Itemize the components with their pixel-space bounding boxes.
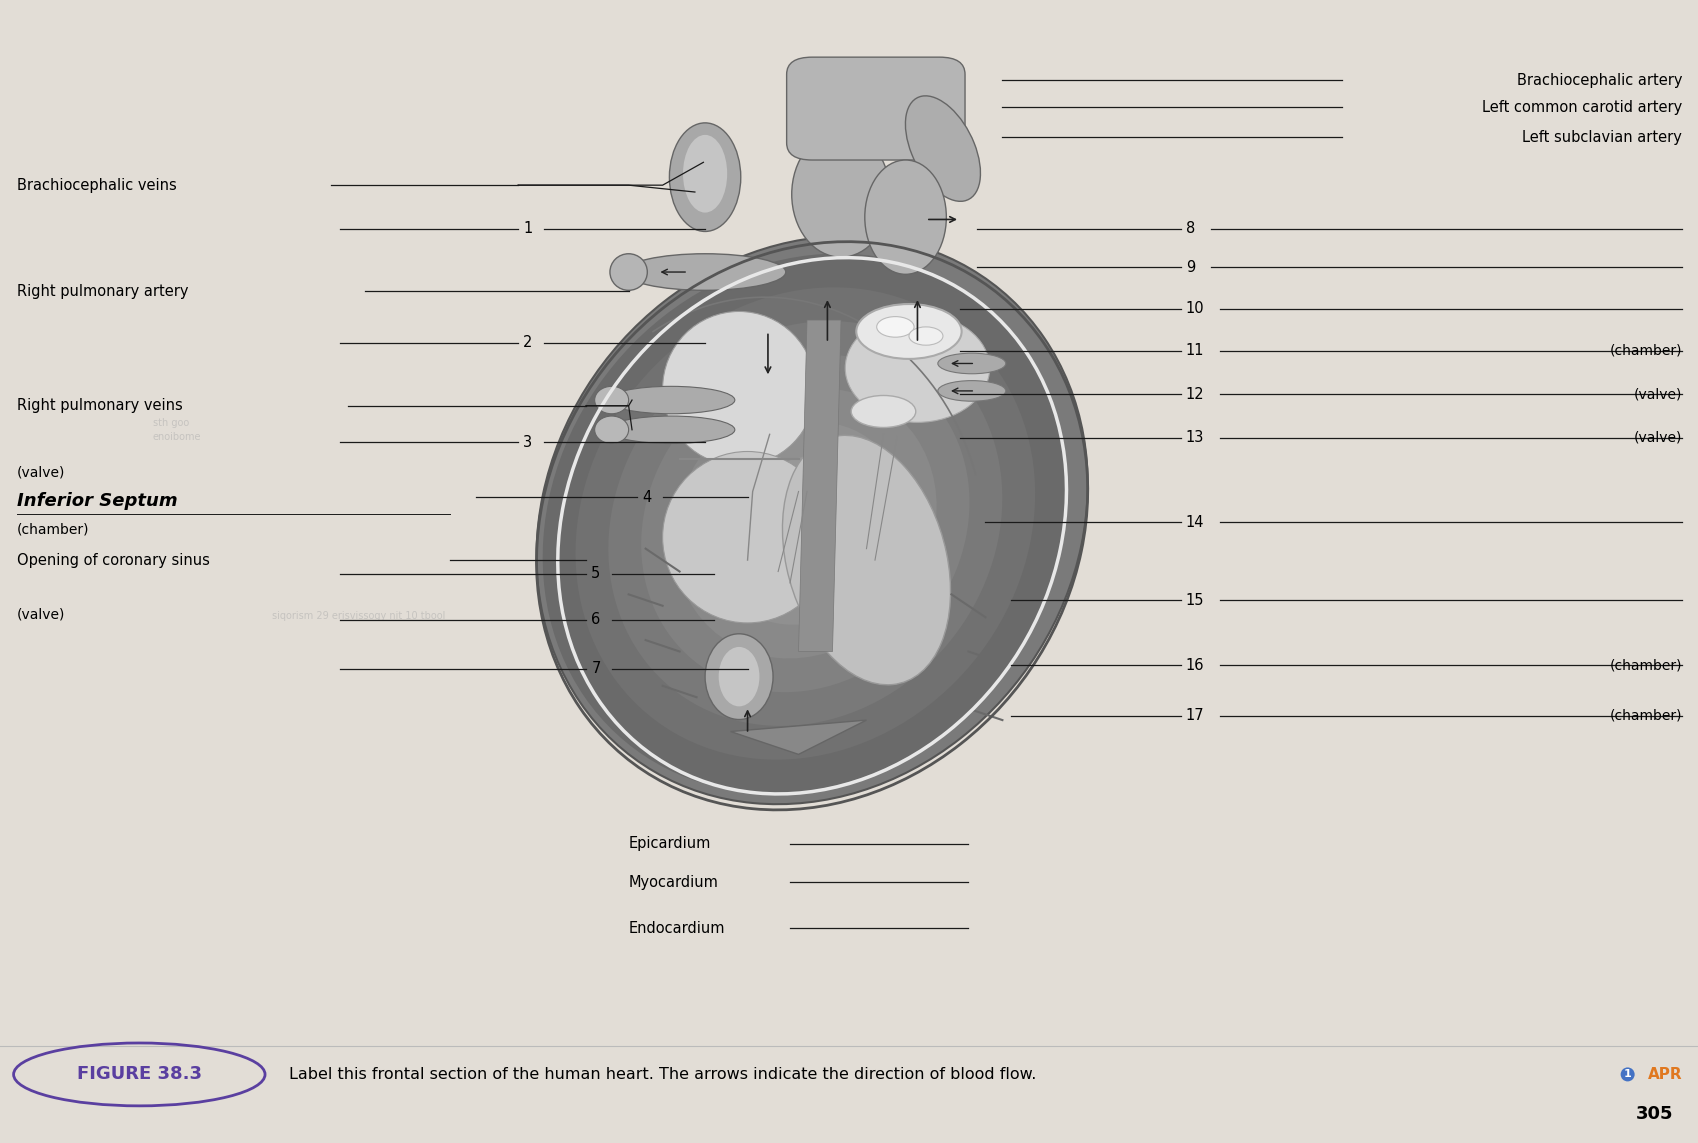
- Text: (valve): (valve): [1633, 431, 1681, 445]
- Ellipse shape: [594, 416, 628, 443]
- Text: Myocardium: Myocardium: [628, 874, 718, 890]
- Ellipse shape: [683, 135, 727, 213]
- Ellipse shape: [937, 353, 1005, 374]
- Ellipse shape: [706, 422, 903, 625]
- Text: APR: APR: [1647, 1066, 1681, 1082]
- Text: Right pulmonary artery: Right pulmonary artery: [17, 283, 188, 299]
- Text: 5: 5: [591, 566, 599, 582]
- Text: 7: 7: [591, 661, 601, 677]
- Ellipse shape: [705, 633, 773, 720]
- Text: Label this frontal section of the human heart. The arrows indicate the direction: Label this frontal section of the human …: [289, 1066, 1036, 1082]
- Text: (chamber): (chamber): [1608, 658, 1681, 672]
- Text: 14: 14: [1185, 514, 1204, 530]
- Text: (chamber): (chamber): [1608, 344, 1681, 358]
- Ellipse shape: [937, 381, 1005, 401]
- Ellipse shape: [718, 647, 759, 706]
- Text: 15: 15: [1185, 592, 1204, 608]
- Text: (chamber): (chamber): [17, 522, 90, 536]
- Text: Brachiocephalic artery: Brachiocephalic artery: [1516, 72, 1681, 88]
- Ellipse shape: [739, 456, 871, 591]
- Text: Opening of coronary sinus: Opening of coronary sinus: [17, 552, 211, 568]
- Text: Inferior Septum: Inferior Septum: [17, 491, 178, 510]
- Text: Left subclavian artery: Left subclavian artery: [1521, 129, 1681, 145]
- Text: 13: 13: [1185, 430, 1204, 446]
- Text: 9: 9: [1185, 259, 1194, 275]
- Ellipse shape: [610, 254, 647, 290]
- Text: (valve): (valve): [17, 465, 65, 479]
- Ellipse shape: [864, 160, 946, 274]
- Text: Left common carotid artery: Left common carotid artery: [1481, 99, 1681, 115]
- Text: sth goo: sth goo: [153, 418, 188, 427]
- Ellipse shape: [608, 321, 1002, 726]
- Text: (valve): (valve): [17, 608, 65, 622]
- Text: enoibome: enoibome: [153, 432, 202, 441]
- Ellipse shape: [662, 311, 815, 466]
- Ellipse shape: [783, 435, 949, 685]
- Ellipse shape: [542, 254, 1068, 793]
- Ellipse shape: [773, 489, 837, 558]
- Ellipse shape: [576, 287, 1034, 760]
- Ellipse shape: [856, 304, 961, 359]
- Text: (valve): (valve): [1633, 387, 1681, 401]
- Ellipse shape: [594, 386, 628, 414]
- Text: Epicardium: Epicardium: [628, 836, 710, 852]
- Ellipse shape: [791, 131, 890, 257]
- Ellipse shape: [851, 395, 915, 427]
- Ellipse shape: [846, 313, 990, 422]
- Text: 305: 305: [1635, 1105, 1673, 1124]
- Ellipse shape: [640, 354, 970, 693]
- FancyBboxPatch shape: [786, 57, 964, 160]
- Text: 8: 8: [1185, 221, 1194, 237]
- Text: 16: 16: [1185, 657, 1204, 673]
- Text: 11: 11: [1185, 343, 1204, 359]
- Text: siqorism 29 erisvissogy nit 10 tbool: siqorism 29 erisvissogy nit 10 tbool: [272, 612, 445, 621]
- Ellipse shape: [876, 317, 914, 337]
- Text: 1: 1: [523, 221, 531, 237]
- Ellipse shape: [625, 254, 784, 290]
- Ellipse shape: [674, 389, 936, 658]
- Text: Right pulmonary veins: Right pulmonary veins: [17, 398, 183, 414]
- Ellipse shape: [908, 327, 942, 345]
- Polygon shape: [798, 320, 841, 652]
- Text: 17: 17: [1185, 708, 1204, 724]
- Text: Endocardium: Endocardium: [628, 920, 725, 936]
- Ellipse shape: [537, 235, 1087, 805]
- Text: 3: 3: [523, 434, 531, 450]
- Ellipse shape: [905, 96, 980, 201]
- Text: (chamber): (chamber): [1608, 709, 1681, 722]
- Text: 10: 10: [1185, 301, 1204, 317]
- Ellipse shape: [669, 123, 740, 231]
- Ellipse shape: [662, 451, 832, 623]
- Text: 6: 6: [591, 612, 599, 628]
- Text: 4: 4: [642, 489, 650, 505]
- Text: 1: 1: [1623, 1070, 1630, 1079]
- Ellipse shape: [608, 416, 734, 443]
- Text: 12: 12: [1185, 386, 1204, 402]
- Text: Brachiocephalic veins: Brachiocephalic veins: [17, 177, 177, 193]
- Text: 2: 2: [523, 335, 533, 351]
- Text: FIGURE 38.3: FIGURE 38.3: [76, 1065, 202, 1084]
- Ellipse shape: [608, 386, 734, 414]
- Polygon shape: [730, 720, 866, 754]
